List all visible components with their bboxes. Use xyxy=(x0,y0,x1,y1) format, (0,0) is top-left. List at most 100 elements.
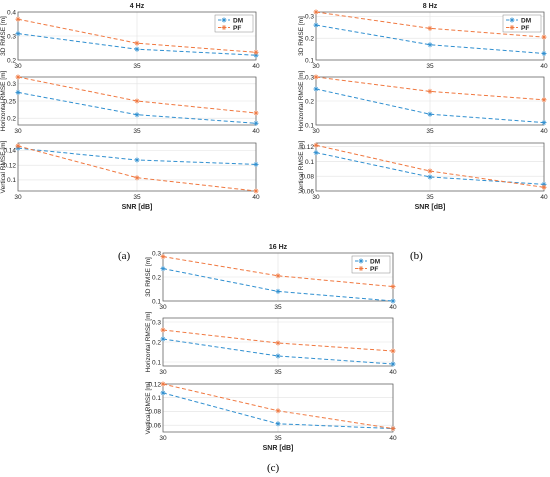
panel-b-subplot-2-series-pf-point-2-d2 xyxy=(541,97,547,102)
panel-a-subplot-3-ytick-label-2: 0.14 xyxy=(3,148,16,155)
panel-c-subplot-1-ytick-label-1: 0.2 xyxy=(152,274,161,281)
panel-c-subplot-1-series-pf-point-2-d2 xyxy=(390,284,396,289)
panel-b-subplot-1-series-pf-line xyxy=(315,11,545,38)
panel-a-subplot-2-series-pf-point-1 xyxy=(134,98,140,104)
panel-a-subplot-1-series-pf-line xyxy=(17,18,257,53)
panel-c-subplot-1-series-pf-point-0-d2 xyxy=(160,254,166,259)
panel-c-subplot-3-series-pf-point-2-d2 xyxy=(390,426,396,431)
panel-b-subplot-3-xtick-label-1: 35 xyxy=(426,194,434,201)
panel-b-subplot-3-series-dm-point-1-d2 xyxy=(427,174,433,179)
panel-c-subplot-3-series-pf-point-1-d2 xyxy=(275,408,281,413)
panel-a-subplot-3-ytick-label-0: 0.1 xyxy=(7,177,16,184)
panel-c-subplot-3-series-pf-point-2 xyxy=(390,426,396,432)
panel-b-title: 8 Hz xyxy=(423,3,438,10)
panel-b-subplot-3-xtick-label-2: 40 xyxy=(540,194,548,201)
panel-b-subplot-2-ytick-label-2: 0.3 xyxy=(305,74,314,81)
panel-c-subplot-2-ytick-label-2: 0.3 xyxy=(152,319,161,326)
panel-a-subplot-1-series-dm-point-1-d2 xyxy=(134,47,140,52)
panel-b-subplot-3-xtick-label-0: 30 xyxy=(312,194,320,201)
panel-a-legend-pf-marker xyxy=(221,25,227,30)
panel-b-subplot-3-series-dm-point-2-d2 xyxy=(541,182,547,187)
panel-a-subplot-1-xtick-label-1: 35 xyxy=(133,63,141,70)
panel-a-subplot-1-series-pf-point-2-d2 xyxy=(253,50,259,55)
panel-b-subplot-1-series-dm-point-2 xyxy=(541,50,547,56)
panel-c-subplot-2-series-dm-point-2 xyxy=(390,361,396,367)
panel-a-subplot-3-series-pf-point-2 xyxy=(253,188,259,194)
panel-c-title: 16 Hz xyxy=(269,244,288,251)
panel-b-subplot-1-xtick-label-1: 35 xyxy=(426,63,434,70)
panel-c-subplot-3-ytick-label-1: 0.08 xyxy=(148,409,161,416)
panel-b-subplot-1-series-dm-point-0 xyxy=(313,22,319,28)
panel-b-subplot-2-xtick-label-0: 30 xyxy=(312,128,320,135)
panel-a-subplot-1-series-pf-point-2 xyxy=(253,49,259,55)
panel-a-subplot-1-ylabel: 3D RMSE [m] xyxy=(0,16,7,56)
panel-b-subplot-2-ytick-label-1: 0.2 xyxy=(305,98,314,105)
panel-b-subplot-1-xtick-label-2: 40 xyxy=(540,63,548,70)
panel-b-subplot-2-xtick-label-1: 35 xyxy=(426,128,434,135)
panel-b-subplot-2-xtick-label-2: 40 xyxy=(540,128,548,135)
panel-b-subplot-1-series-pf-point-0-d2 xyxy=(313,9,319,15)
panel-b-subplot-3-series-pf-point-0-d2 xyxy=(313,143,319,148)
panel-b-subplot-1-series-pf-point-1-d2 xyxy=(427,26,433,31)
panel-a-subplot-3-series-pf-line xyxy=(17,145,257,192)
panel-c-subplot-2-series-dm-point-0-d2 xyxy=(160,336,166,342)
panel-c-subplot-1-series-pf-point-0 xyxy=(160,254,166,260)
panel-b-subplot-1-series-dm-point-0-d2 xyxy=(313,23,319,28)
panel-a-subplot-1-ytick-label-2: 0.4 xyxy=(7,9,16,16)
panel-a-subplot-2-ytick-label-1: 0.25 xyxy=(3,98,16,105)
panel-a-legend-dm-label: DM xyxy=(233,17,243,24)
panel-a-subplot-3-series-dm-point-1-d2 xyxy=(134,157,140,162)
panel-b-subplot-2-series-dm-point-2 xyxy=(541,120,547,126)
panel-a-subplot-3-series-dm-point-2-d2 xyxy=(253,162,259,167)
panel-b-subplot-1-xtick-label-0: 30 xyxy=(312,63,320,70)
panel-b-subplot-3-series-dm-point-0 xyxy=(313,150,319,156)
panel-a-subplot-3-series-pf-point-1 xyxy=(134,175,140,181)
panel-c-subplot-1-series-dm-point-1 xyxy=(275,288,281,294)
panel-b-subplot-1-series-pf-point-0 xyxy=(313,9,319,15)
panel-a-subplot-2-ytick-label-0: 0.2 xyxy=(7,115,16,122)
panel-b-subplot-3-ytick-label-2: 0.1 xyxy=(305,159,314,166)
panel-a-subplot-2-xtick-label-2: 40 xyxy=(252,128,260,135)
panel-a-subplot-1-xtick-label-2: 40 xyxy=(252,63,260,70)
panel-c-subplot-2-series-pf-point-2 xyxy=(390,348,396,354)
panel-c-subplot-3-ytick-label-0: 0.06 xyxy=(148,422,161,429)
panel-c-subplot-1-series-dm-point-0-d2 xyxy=(160,266,166,271)
panel-c-subplot-2-series-pf-point-2-d2 xyxy=(390,348,396,354)
panel-c-subplot-3-ytick-label-2: 0.1 xyxy=(152,395,161,402)
panel-c-subplot-1-series-dm-point-1-d2 xyxy=(275,289,281,294)
panel-a-legend-pf-label: PF xyxy=(233,25,241,32)
panel-c-subplot-3-series-pf-point-0-d2 xyxy=(160,381,166,387)
panel-a-subplot-3-xtick-label-0: 30 xyxy=(14,194,22,201)
panel-a-subplot-1-xtick-label-0: 30 xyxy=(14,63,22,70)
panel-b-legend-dm-label: DM xyxy=(521,17,531,24)
panel-b-subplot-2-series-dm-point-2-d2 xyxy=(541,120,547,125)
panel-c-subplot-2-ylabel: Horizontal RMSE [m] xyxy=(145,311,152,372)
panel-b-subplot-3-ytick-label-1: 0.08 xyxy=(301,174,314,181)
panel-a-subplot-2-series-pf-line xyxy=(17,76,257,114)
panel-b-subplot-2-series-pf-point-1-d2 xyxy=(427,89,433,94)
panel-b-subplot-1-series-dm-point-1-d2 xyxy=(427,42,433,47)
panel-a-subplot-2-frame xyxy=(17,76,257,126)
panel-a-legend-pf-marker-d2 xyxy=(221,25,227,30)
panel-a-subplot-3-ytick-label-1: 0.12 xyxy=(3,162,16,169)
panel-c-subplot-3-series-dm-point-0 xyxy=(160,390,166,396)
panel-a-subplot-2-xtick-label-0: 30 xyxy=(14,128,22,135)
panel-b-subplot-2-series-dm-point-1 xyxy=(427,111,433,117)
caption-b: (b) xyxy=(410,250,423,262)
panel-c-subplot-2-xtick-label-0: 30 xyxy=(159,369,167,376)
panel-a-subplot-1-series-pf-point-1-d2 xyxy=(134,41,140,46)
panel-c-subplot-3-series-dm-point-1 xyxy=(275,421,281,427)
panel-b-subplot-2-series-pf-point-0-d2 xyxy=(313,74,319,80)
panel-c-subplot-3-xtick-label-1: 35 xyxy=(274,435,282,442)
panel-b-xlabel: SNR [dB] xyxy=(415,204,446,211)
panel-c-legend-pf-marker-d2 xyxy=(358,266,364,271)
panel-c-subplot-3-series-pf-point-1 xyxy=(275,408,281,414)
panel-b-subplot-3-frame xyxy=(315,142,545,192)
panel-c-subplot-3-xtick-label-2: 40 xyxy=(389,435,397,442)
panel-a-subplot-2-series-pf-point-2-d2 xyxy=(253,110,259,116)
panel-b-subplot-2-series-pf-point-2 xyxy=(541,97,547,103)
panel-b-subplot-1-series-dm-line xyxy=(315,24,545,54)
panel-b-subplot-3-ylabel: Vertical RMSE [m] xyxy=(298,140,305,193)
panel-a-subplot-1-series-dm-point-0-d2 xyxy=(15,31,21,36)
